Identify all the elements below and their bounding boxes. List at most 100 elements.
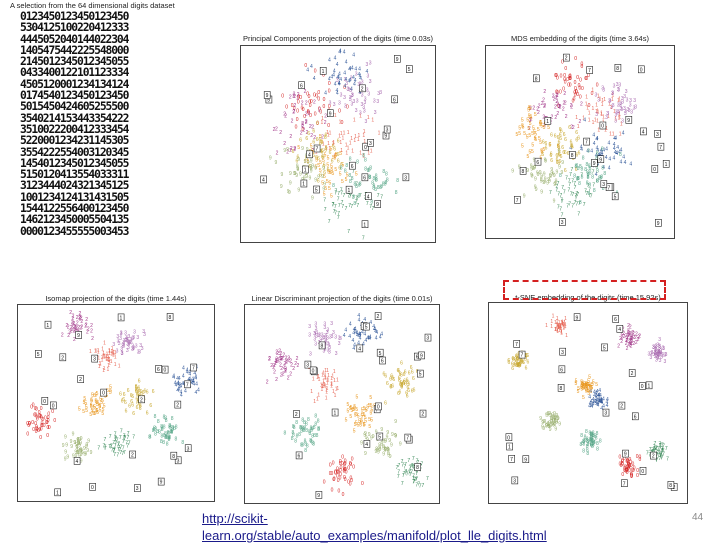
digit-point: 3 — [314, 342, 317, 348]
digit-point: 4 — [186, 368, 189, 374]
digit-point: 5 — [585, 384, 588, 390]
digit-point: 1 — [112, 350, 115, 356]
digit-point: 7 — [104, 444, 107, 450]
digit-point: 0 — [347, 465, 350, 471]
digit-thumbnail — [418, 351, 425, 360]
digit-point: 1 — [556, 327, 559, 333]
digit-point: 9 — [551, 412, 554, 418]
digit-thumbnail-glyph: 9 — [266, 93, 269, 99]
digit-point: 8 — [317, 418, 320, 424]
digit-point: 0 — [573, 96, 576, 102]
digit-point: 7 — [415, 476, 418, 482]
digit-point: 2 — [637, 335, 640, 341]
digit-point: 2 — [68, 330, 71, 336]
digit-point: 8 — [165, 418, 168, 424]
digit-point: 8 — [168, 435, 171, 441]
digit-point: 9 — [77, 439, 80, 445]
digit-point: 0 — [285, 104, 288, 110]
digit-point: 6 — [389, 385, 392, 391]
digit-point: 8 — [349, 179, 352, 185]
digit-point: 4 — [600, 406, 603, 412]
source-link[interactable]: http://scikit- — [202, 511, 268, 526]
digit-point: 3 — [120, 331, 123, 337]
digit-point: 1 — [557, 325, 560, 331]
digit-point: 7 — [412, 465, 415, 471]
digit-point: 1 — [324, 384, 327, 390]
digit-point: 3 — [351, 93, 354, 99]
digit-point: 7 — [568, 188, 571, 194]
digit-point: 4 — [596, 148, 599, 154]
digit-point: 3 — [136, 335, 139, 341]
digit-point: 7 — [408, 469, 411, 475]
digit-point: 0 — [579, 85, 582, 91]
digit-point: 2 — [70, 329, 73, 335]
digit-point: 7 — [117, 441, 120, 447]
digit-point: 4 — [595, 400, 598, 406]
digit-point: 1 — [550, 319, 553, 325]
digit-point: 1 — [332, 141, 335, 147]
digit-point: 2 — [579, 119, 582, 125]
digit-point: 7 — [587, 183, 590, 189]
digit-point: 1 — [560, 324, 563, 330]
digit-point: 2 — [632, 331, 635, 337]
digit-point: 8 — [588, 439, 591, 445]
digit-point: 4 — [597, 402, 600, 408]
lda-title: Linear Discriminant projection of the di… — [251, 294, 433, 303]
digit-point: 7 — [659, 452, 662, 458]
digit-point: 0 — [559, 90, 562, 96]
digit-point: 8 — [303, 420, 306, 426]
digit-point: 2 — [71, 316, 74, 322]
digit-point: 9 — [78, 454, 81, 460]
digit-point: 9 — [551, 415, 554, 421]
digit-point: 3 — [654, 350, 657, 356]
digit-point: 8 — [313, 433, 316, 439]
digit-point: 7 — [655, 446, 658, 452]
digit-point: 8 — [586, 451, 589, 457]
digit-point: 7 — [348, 203, 351, 209]
digit-point: 1 — [102, 353, 105, 359]
digit-thumbnail-glyph: 8 — [169, 315, 172, 321]
digit-point: 2 — [67, 325, 70, 331]
digit-point: 5 — [93, 404, 96, 410]
digit-point: 1 — [333, 153, 336, 159]
digit-point: 1 — [561, 321, 564, 327]
digit-point: 2 — [629, 325, 632, 331]
digit-point: 7 — [426, 476, 429, 482]
digit-point: 1 — [97, 348, 100, 354]
digit-point: 3 — [324, 335, 327, 341]
digit-point: 7 — [377, 193, 380, 199]
digit-point: 3 — [123, 344, 126, 350]
digit-point: 8 — [317, 426, 320, 432]
digit-point: 3 — [656, 349, 659, 355]
digit-thumbnail-glyph: 9 — [657, 221, 660, 227]
digit-point: 4 — [608, 157, 611, 163]
digit-point: 5 — [582, 385, 585, 391]
digit-point: 6 — [413, 387, 416, 393]
digit-point: 6 — [541, 152, 544, 158]
digit-point: 7 — [661, 443, 664, 449]
digit-point: 3 — [118, 341, 121, 347]
digit-point: 3 — [601, 86, 604, 92]
digit-point: 7 — [114, 432, 117, 438]
digit-point: 1 — [324, 372, 327, 378]
digit-point: 8 — [586, 169, 589, 175]
digit-point: 1 — [347, 130, 350, 136]
digit-point: 3 — [321, 333, 324, 339]
digit-point: 9 — [386, 430, 389, 436]
digit-point: 9 — [75, 445, 78, 451]
digit-point: 9 — [394, 419, 397, 425]
digit-thumbnail-glyph: 7 — [588, 68, 591, 74]
digit-thumbnail-glyph: 3 — [602, 182, 605, 188]
digit-point: 7 — [415, 471, 418, 477]
digit-point: 4 — [580, 145, 583, 151]
digit-point: 9 — [87, 438, 90, 444]
digit-point: 8 — [599, 175, 602, 181]
digit-point: 7 — [412, 480, 415, 486]
digit-point: 1 — [101, 347, 104, 353]
source-link-continued[interactable]: learn.org/stable/auto_examples/manifold/… — [202, 528, 547, 543]
digit-point: 8 — [385, 171, 388, 177]
digit-thumbnail — [406, 65, 413, 73]
digit-point: 7 — [592, 182, 595, 188]
digit-point: 9 — [511, 168, 514, 174]
digit-point: 3 — [654, 348, 657, 354]
